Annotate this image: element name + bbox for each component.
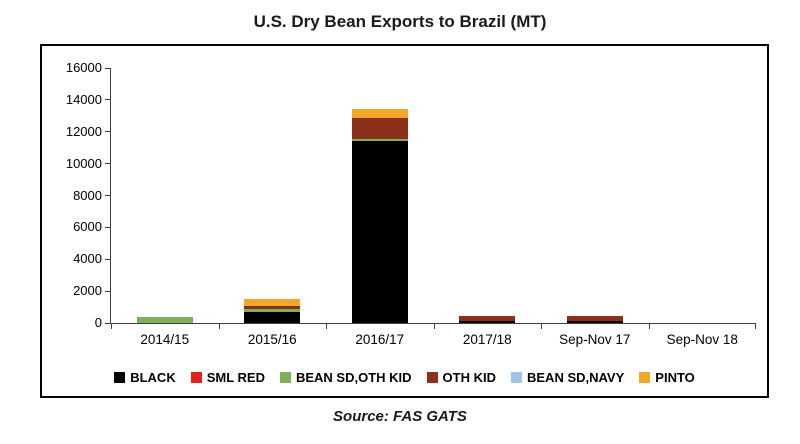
legend-item: BLACK [114,370,176,385]
legend-label: SML RED [206,370,265,385]
x-axis-tick-mark [433,323,435,329]
legend-item: SML RED [190,370,265,385]
bar-segment [351,141,408,323]
y-axis-tick-label: 14000 [65,91,102,107]
x-axis-category-label: 2017/18 [462,332,512,347]
y-axis-tick-label: 4000 [73,251,102,267]
x-axis-tick-mark [648,323,650,329]
bar-segment [244,306,301,310]
chart-legend: BLACK SML RED BEAN SD,OTH KID OTH KID BEAN S… [42,370,767,385]
legend-swatch [279,372,291,383]
x-axis-tick-mark [326,323,327,329]
legend-item: OTH KID [426,370,496,385]
x-axis-category-label: 2014/15 [140,332,190,347]
legend-swatch [114,372,126,383]
x-axis-tick-mark [218,323,220,329]
bar-segment [136,316,193,323]
legend-item: PINTO [639,370,695,385]
bar-segment [351,138,408,142]
y-axis-tick-mark [105,131,111,133]
legend-label: BEAN SD,NAVY [527,370,625,385]
y-axis-tick-mark [105,195,111,196]
bar-segment [566,320,623,323]
x-axis-tick-mark [755,323,756,329]
bar-segment [459,320,516,323]
y-axis-tick-mark [105,322,111,324]
chart-title: U.S. Dry Bean Exports to Brazil (MT) [253,12,547,31]
y-axis-tick-label: 10000 [65,155,102,171]
y-axis-tick-mark [105,290,111,292]
legend-label: BEAN SD,OTH KID [295,370,412,385]
y-axis-tick-label: 0 [94,315,102,330]
y-axis-tick-mark [105,99,111,101]
y-axis-tick-mark [105,258,111,260]
chart-box: 0 2000 4000 6000 8000 10000 12000 14000 16000 201… [40,44,769,398]
legend-label: PINTO [655,370,695,385]
legend-swatch [639,372,651,383]
plot-area: 0 2000 4000 6000 8000 10000 12000 14000 16000 201… [66,60,756,347]
x-axis-category-label: Sep-Nov 18 [666,332,738,347]
x-axis-tick-mark [111,323,112,329]
bar-segment [351,118,408,139]
y-axis-tick-mark [105,67,111,69]
x-axis-category-label: 2016/17 [355,332,405,347]
legend-swatch [190,372,202,383]
y-axis-tick-label: 12000 [65,123,102,139]
bar-segment [244,309,301,312]
x-axis-tick-mark [541,323,542,329]
bar-segment [566,315,623,321]
y-axis-tick-label: 6000 [73,219,102,235]
bar-segment [244,311,301,323]
source-caption: Source: FAS GATS [333,408,467,425]
bar-segment [244,299,301,307]
x-axis-category-label: 2015/16 [247,332,297,347]
legend-item: BEAN SD,OTH KID [279,370,412,385]
legend-item: BEAN SD,NAVY [511,370,624,385]
x-axis-category-label: Sep-Nov 17 [559,332,631,347]
legend-label: BLACK [130,370,176,385]
y-axis-tick-mark [105,163,111,165]
y-axis-tick-label: 2000 [73,283,102,299]
legend-swatch [426,372,438,383]
bar-segment [459,315,516,321]
y-axis-tick-label: 8000 [73,187,102,203]
bar-segment [351,109,408,119]
y-axis-tick-mark [105,226,111,228]
y-axis-tick-label: 16000 [65,60,102,75]
legend-swatch [511,372,522,383]
legend-label: OTH KID [442,370,496,385]
